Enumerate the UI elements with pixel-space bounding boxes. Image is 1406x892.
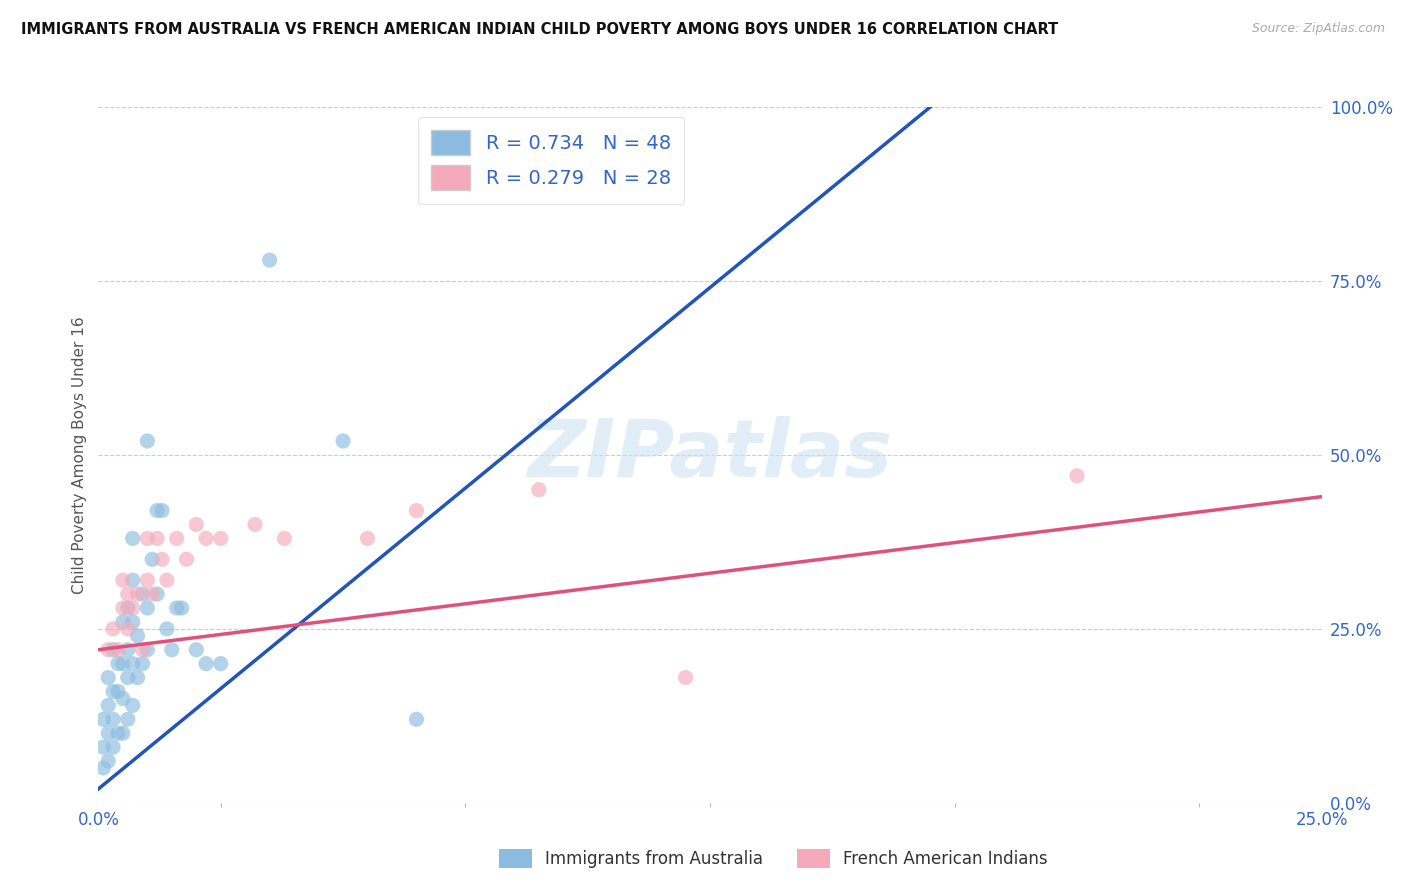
Point bbox=[243, 517, 266, 532]
Point bbox=[1066, 468, 1088, 483]
Text: IMMIGRANTS FROM AUSTRALIA VS FRENCH AMERICAN INDIAN CHILD POVERTY AMONG BOYS UND: IMMIGRANTS FROM AUSTRALIA VS FRENCH AMER… bbox=[21, 22, 1059, 37]
Point bbox=[97, 754, 120, 768]
Point bbox=[97, 726, 120, 740]
Point bbox=[131, 642, 153, 657]
Point bbox=[107, 726, 129, 740]
Point bbox=[195, 657, 218, 671]
Point bbox=[127, 671, 149, 685]
Point bbox=[141, 587, 163, 601]
Point bbox=[111, 657, 134, 671]
Text: ZIPatlas: ZIPatlas bbox=[527, 416, 893, 494]
Point bbox=[527, 483, 550, 497]
Point bbox=[176, 552, 198, 566]
Point bbox=[405, 712, 427, 726]
Point bbox=[675, 671, 697, 685]
Point bbox=[117, 671, 139, 685]
Point bbox=[209, 657, 232, 671]
Point bbox=[356, 532, 378, 546]
Point bbox=[332, 434, 354, 448]
Point bbox=[146, 503, 169, 517]
Point bbox=[107, 657, 129, 671]
Point bbox=[121, 601, 143, 615]
Point bbox=[121, 532, 143, 546]
Point bbox=[91, 712, 114, 726]
Point bbox=[136, 573, 159, 587]
Point bbox=[117, 642, 139, 657]
Point bbox=[146, 587, 169, 601]
Point bbox=[170, 601, 193, 615]
Point bbox=[259, 253, 281, 268]
Point bbox=[117, 712, 139, 726]
Point bbox=[136, 601, 159, 615]
Point bbox=[97, 698, 120, 713]
Point bbox=[209, 532, 232, 546]
Point bbox=[91, 740, 114, 755]
Point bbox=[101, 684, 124, 698]
Point bbox=[111, 601, 134, 615]
Point bbox=[136, 642, 159, 657]
Point bbox=[131, 657, 153, 671]
Point bbox=[117, 601, 139, 615]
Point bbox=[156, 622, 179, 636]
Y-axis label: Child Poverty Among Boys Under 16: Child Poverty Among Boys Under 16 bbox=[72, 316, 87, 594]
Point bbox=[117, 622, 139, 636]
Point bbox=[111, 726, 134, 740]
Point bbox=[97, 671, 120, 685]
Point bbox=[405, 503, 427, 517]
Text: Source: ZipAtlas.com: Source: ZipAtlas.com bbox=[1251, 22, 1385, 36]
Point bbox=[111, 615, 134, 629]
Point bbox=[156, 573, 179, 587]
Point bbox=[91, 761, 114, 775]
Point bbox=[121, 615, 143, 629]
Legend: R = 0.734   N = 48, R = 0.279   N = 28: R = 0.734 N = 48, R = 0.279 N = 28 bbox=[418, 117, 685, 203]
Point bbox=[121, 698, 143, 713]
Point bbox=[107, 684, 129, 698]
Point bbox=[136, 434, 159, 448]
Point bbox=[160, 642, 183, 657]
Point bbox=[150, 503, 173, 517]
Point bbox=[131, 587, 153, 601]
Point bbox=[195, 532, 218, 546]
Point bbox=[150, 552, 173, 566]
Point bbox=[97, 642, 120, 657]
Point bbox=[166, 532, 188, 546]
Point bbox=[146, 532, 169, 546]
Point bbox=[186, 517, 208, 532]
Point bbox=[101, 740, 124, 755]
Point bbox=[111, 573, 134, 587]
Point bbox=[121, 657, 143, 671]
Point bbox=[111, 691, 134, 706]
Point bbox=[101, 642, 124, 657]
Point bbox=[186, 642, 208, 657]
Point bbox=[141, 552, 163, 566]
Point bbox=[121, 573, 143, 587]
Point bbox=[136, 532, 159, 546]
Point bbox=[273, 532, 295, 546]
Point bbox=[101, 712, 124, 726]
Point bbox=[117, 587, 139, 601]
Point bbox=[127, 587, 149, 601]
Point bbox=[101, 622, 124, 636]
Point bbox=[127, 629, 149, 643]
Point bbox=[166, 601, 188, 615]
Point bbox=[107, 642, 129, 657]
Legend: Immigrants from Australia, French American Indians: Immigrants from Australia, French Americ… bbox=[492, 842, 1054, 875]
